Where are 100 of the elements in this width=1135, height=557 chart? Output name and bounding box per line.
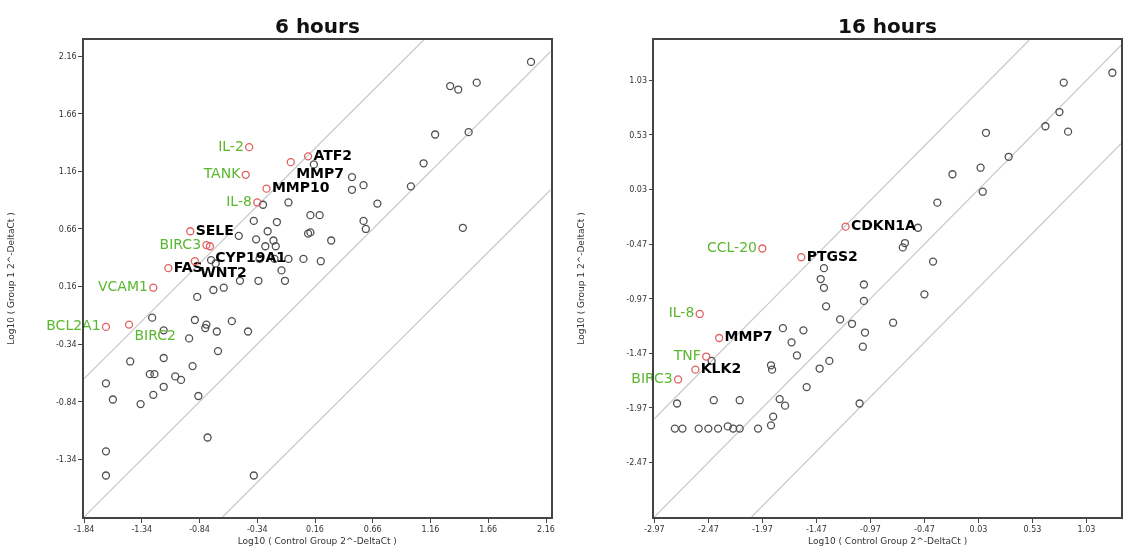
point [101,322,111,332]
point [735,396,744,405]
point [1108,68,1117,77]
y-axis-title: Log10 ( Group 1 2^-DeltaCt ) [576,212,587,345]
y-tick-label: 0.53 [629,130,647,140]
x-tick-label: -1.47 [806,525,827,535]
point [1041,122,1050,131]
point [900,238,910,248]
point [802,382,811,392]
x-axis-title: Log10 ( Control Group 2^-DeltaCt ) [808,535,968,546]
point [860,328,870,337]
x-tick-label: 0.03 [969,525,988,535]
point [205,242,215,251]
point [202,240,211,250]
point [888,318,898,327]
x-tick-label: 2.16 [537,525,555,535]
x-tick-label: -1.97 [752,525,773,535]
y-tick-label: 1.66 [58,109,77,119]
point [978,187,987,196]
point [780,401,790,410]
point [758,244,767,253]
point [787,338,796,347]
point [766,421,776,430]
point [847,319,857,328]
point [286,157,295,167]
point [858,342,867,351]
point [253,198,262,207]
point [1004,152,1013,161]
x-tick-label: 0.66 [363,525,382,535]
point [149,283,158,292]
point [709,396,718,405]
x-tick-label: -0.34 [246,525,268,535]
data-label: IL-8 [226,192,252,209]
point [841,222,850,231]
point [799,326,808,335]
data-label: WNT2 [200,264,247,281]
data-label: CDKN1A [850,217,917,234]
point [981,128,991,137]
point [766,361,776,370]
point [124,320,134,329]
point [729,424,738,433]
point [753,424,763,433]
point [673,375,683,384]
data-label: ATF2 [313,146,353,163]
point [702,352,711,361]
data-label: IL-8 [668,304,695,321]
data-label: CYP19A1 [215,249,287,266]
point [976,163,985,172]
data-label: SELE [195,221,234,238]
data-label: KLK2 [700,360,742,377]
point [948,170,957,179]
x-tick-label: -0.47 [914,525,935,535]
point [1055,107,1064,117]
point [775,394,784,404]
x-tick-label: 1.16 [421,525,440,535]
y-tick-label: -1.97 [626,403,647,413]
y-axis-title: Log10 ( Group 1 2^-DeltaCt ) [5,212,16,345]
point [898,243,907,252]
point [933,198,942,207]
point [262,184,271,193]
point [713,424,723,433]
y-tick-label: -1.47 [626,349,647,359]
point [855,399,864,408]
y-tick-label: 0.03 [629,185,647,195]
data-label: TANK [202,165,242,182]
x-tick-label: 1.66 [479,525,498,535]
point [723,422,732,431]
point [704,424,713,433]
point [792,351,802,360]
y-tick-label: 0.16 [58,282,77,292]
data-label: MMP10 [271,179,330,196]
point [819,283,829,292]
y-tick-label: 1.03 [629,76,647,86]
point [164,263,173,273]
y-tick-label: -0.47 [626,239,647,249]
point [815,364,824,373]
data-label: BIRC3 [159,235,202,252]
y-tick-label: 2.16 [58,51,77,61]
point [825,356,834,366]
point [1063,127,1073,136]
y-tick-label: -0.84 [55,397,77,407]
point [821,302,831,311]
x-tick-label: -0.84 [189,525,210,535]
data-label: CCL-20 [707,238,757,255]
point [816,274,825,284]
point [694,424,703,433]
y-tick-label: 1.16 [58,167,77,177]
point [928,257,938,266]
x-tick-label: -0.97 [860,525,881,535]
data-label: PTGS2 [806,247,858,264]
chart-title: 16 hours [838,14,937,38]
point [819,263,829,273]
x-tick-label: 1.03 [1077,525,1096,535]
point [859,296,869,306]
point [735,424,744,433]
point [672,399,682,408]
y-tick-label: -2.47 [626,458,647,468]
point [920,290,929,299]
point [715,333,724,343]
data-label: IL-2 [218,137,244,154]
